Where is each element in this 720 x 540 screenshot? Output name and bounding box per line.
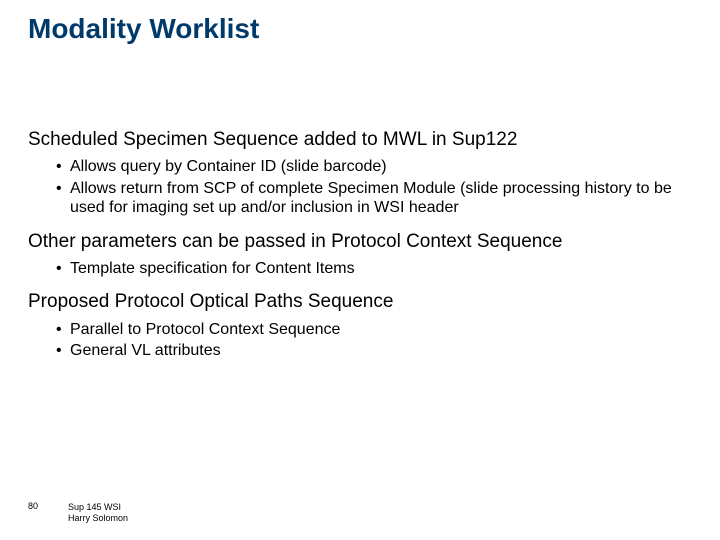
- section-3-para: Proposed Protocol Optical Paths Sequence: [28, 290, 692, 313]
- footer-text: Sup 145 WSI Harry Solomon: [68, 502, 128, 524]
- footer-line2: Harry Solomon: [68, 513, 128, 524]
- section-3-bullets: Parallel to Protocol Context Sequence Ge…: [56, 320, 692, 361]
- bullet-item: Allows return from SCP of complete Speci…: [56, 179, 692, 218]
- section-2-bullets: Template specification for Content Items: [56, 259, 692, 279]
- slide-body: Scheduled Specimen Sequence added to MWL…: [28, 128, 692, 373]
- bullet-item: Parallel to Protocol Context Sequence: [56, 320, 692, 340]
- section-1-para: Scheduled Specimen Sequence added to MWL…: [28, 128, 692, 151]
- bullet-item: Allows query by Container ID (slide barc…: [56, 157, 692, 177]
- slide: Modality Worklist Scheduled Specimen Seq…: [0, 0, 720, 540]
- section-1-bullets: Allows query by Container ID (slide barc…: [56, 157, 692, 218]
- slide-title: Modality Worklist: [28, 14, 259, 45]
- section-2-para: Other parameters can be passed in Protoc…: [28, 230, 692, 253]
- footer-line1: Sup 145 WSI: [68, 502, 128, 513]
- bullet-item: Template specification for Content Items: [56, 259, 692, 279]
- bullet-item: General VL attributes: [56, 341, 692, 361]
- slide-footer: 80 Sup 145 WSI Harry Solomon: [28, 502, 128, 524]
- page-number: 80: [28, 502, 38, 512]
